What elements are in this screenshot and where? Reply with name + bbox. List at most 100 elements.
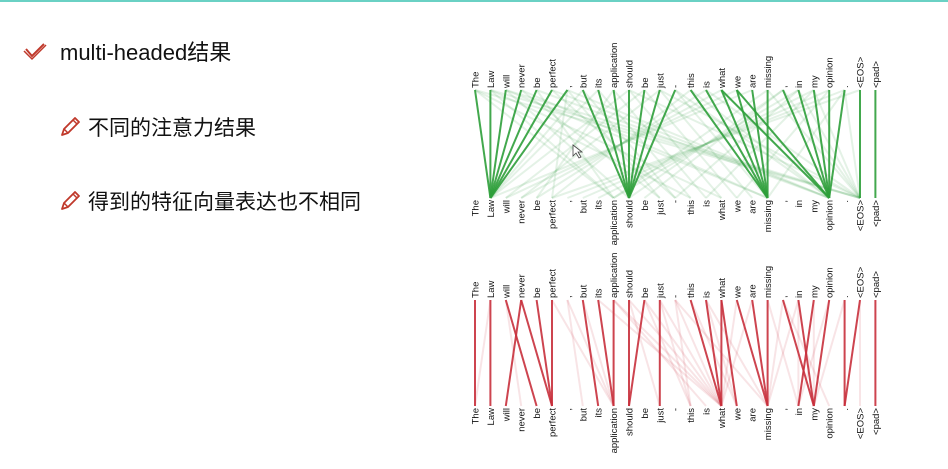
attention-link-strong [520, 299, 553, 407]
token-label-top: missing [763, 266, 774, 298]
token-label-bottom: , [779, 200, 790, 203]
token-label-bottom: are [748, 408, 759, 422]
attention-link-faint [766, 299, 800, 407]
token-label-top: never [517, 274, 528, 298]
token-label-bottom: <pad> [871, 408, 882, 435]
token-label-bottom: opinion [825, 408, 836, 439]
attention-link-faint [628, 299, 723, 407]
attention-link-strong [489, 89, 507, 199]
attention-link-faint [551, 89, 569, 199]
token-label-bottom: The [471, 408, 482, 424]
token-label-top: will [501, 75, 512, 89]
attention-link-faint [474, 89, 861, 199]
token-label-top: <pad> [871, 271, 882, 298]
token-label-bottom: application [609, 200, 620, 245]
token-label-bottom: are [748, 200, 759, 214]
attention-link-faint [643, 299, 692, 407]
token-label-bottom: <EOS> [856, 408, 867, 440]
token-label-bottom: should [625, 200, 636, 228]
pencil-icon [61, 191, 80, 210]
token-label-top: be [532, 77, 543, 88]
token-label-bottom: , [563, 200, 574, 203]
attention-link-strong [797, 299, 815, 407]
attention-link-strong [612, 89, 630, 199]
token-label-top: its [594, 288, 605, 298]
attention-link-faint [567, 89, 830, 199]
token-label-bottom: , [779, 408, 790, 411]
attention-link-faint [581, 299, 615, 407]
attention-link-faint [658, 299, 723, 407]
token-label-bottom: be [532, 200, 543, 211]
attention-link-faint [551, 89, 830, 199]
token-label-top: Law [486, 280, 497, 298]
attention-link-strong [581, 299, 600, 407]
green-head: TheTheLawLawwillwillneverneverbebeperfec… [471, 43, 882, 246]
mouse-cursor-icon [572, 144, 584, 159]
token-label-top: application [609, 253, 620, 298]
attention-link-faint [535, 89, 615, 199]
token-label-top: application [609, 43, 620, 88]
token-label-top: , [779, 85, 790, 88]
attention-link-strong [504, 299, 523, 407]
token-label-top: <EOS> [856, 266, 867, 298]
token-label-top: in [794, 291, 805, 298]
token-label-bottom: never [517, 408, 528, 432]
attention-link-faint [720, 299, 754, 407]
token-label-bottom: in [794, 200, 805, 207]
attention-link-faint [766, 299, 800, 407]
attention-link-strong [736, 89, 830, 199]
token-label-bottom: should [625, 408, 636, 436]
token-label-top: just [655, 283, 666, 299]
token-label-bottom: missing [763, 200, 774, 232]
attention-link-strong [628, 299, 646, 407]
attention-link-strong [489, 89, 523, 199]
token-label-top: we [732, 286, 743, 299]
token-label-top: are [748, 284, 759, 298]
slide-heading: multi-headed结果 [60, 40, 232, 65]
attention-link-faint [489, 89, 630, 199]
attention-link-faint [705, 299, 769, 407]
attention-link-faint [551, 89, 861, 199]
token-label-top: opinion [825, 267, 836, 298]
token-label-top: this [686, 73, 697, 88]
token-label-top: . [840, 295, 851, 298]
token-label-bottom: my [809, 200, 820, 213]
attention-link-faint [643, 299, 723, 407]
attention-link-faint [567, 89, 845, 199]
token-label-top: in [794, 81, 805, 88]
attention-link-strong [489, 89, 569, 199]
token-label-bottom: be [640, 408, 651, 419]
attention-link-faint [474, 89, 692, 199]
attention-link-strong [597, 299, 615, 407]
attention-link-strong [812, 299, 831, 407]
token-label-bottom: what [717, 408, 728, 429]
attention-link-faint [643, 89, 738, 199]
token-label-top: is [702, 291, 713, 298]
token-label-top: just [655, 73, 666, 89]
token-label-bottom: just [655, 408, 666, 424]
token-label-bottom: application [609, 408, 620, 453]
attention-link-strong [489, 89, 553, 199]
token-label-bottom: - [671, 408, 682, 411]
token-label-top: <EOS> [856, 56, 867, 88]
token-label-top: we [732, 76, 743, 89]
checkmark-icon [23, 43, 47, 61]
attention-link-strong [782, 299, 815, 407]
attention-visualization: TheTheLawLawwillwillneverneverbebeperfec… [471, 43, 882, 454]
token-label-top: perfect [548, 269, 559, 298]
token-label-bottom: but [578, 408, 589, 422]
attention-link-strong [705, 89, 769, 199]
attention-link-faint [474, 89, 615, 199]
token-label-bottom: missing [763, 408, 774, 440]
attention-link-faint [551, 299, 615, 407]
token-label-bottom: Law [486, 408, 497, 426]
pencil-icon [61, 117, 80, 136]
token-label-bottom: perfect [548, 408, 559, 437]
token-label-bottom: opinion [825, 200, 836, 231]
token-label-bottom: we [732, 408, 743, 421]
attention-link-faint [489, 89, 599, 199]
attention-link-faint [536, 89, 830, 199]
attention-link-strong [628, 89, 646, 199]
token-label-top: what [717, 68, 728, 89]
token-label-top: but [578, 74, 589, 88]
